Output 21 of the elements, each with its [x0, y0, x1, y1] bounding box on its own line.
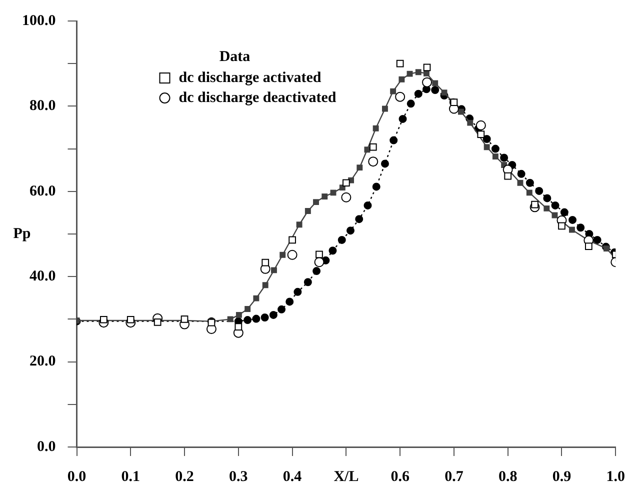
- x-tick-label: 1.0: [606, 468, 625, 485]
- x-tick-label: 0.6: [390, 468, 410, 485]
- x-axis-title: X/L: [334, 468, 359, 485]
- x-tick-label: 0.0: [67, 468, 86, 485]
- legend-label: dc discharge deactivated: [178, 90, 337, 106]
- y-tick-label: 40.0: [30, 268, 56, 284]
- x-tick-label: 0.2: [175, 468, 194, 485]
- x-tick-label: 0.8: [498, 468, 518, 485]
- x-tick-label: 0.9: [552, 468, 572, 485]
- x-tick-label: 0.1: [121, 468, 140, 485]
- y-tick-label: 0.0: [37, 438, 56, 455]
- y-axis-title: Pp: [13, 226, 31, 242]
- x-tick-label: 0.7: [444, 468, 464, 485]
- y-tick-label: 60.0: [30, 183, 56, 200]
- x-tick-label: 0.3: [229, 468, 248, 485]
- legend-title: Data: [219, 48, 251, 65]
- legend-label: dc discharge activated: [178, 70, 322, 86]
- x-tick-label: 0.4: [282, 468, 302, 485]
- y-tick-label: 80.0: [30, 98, 56, 114]
- y-tick-label: 20.0: [30, 354, 56, 370]
- y-tick-label: 100.0: [22, 12, 56, 29]
